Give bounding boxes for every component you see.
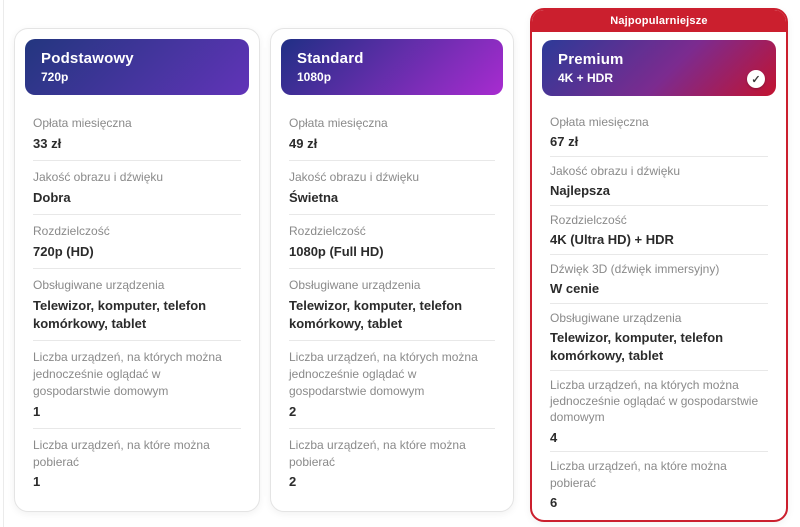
plan-card-podstawowy[interactable]: Podstawowy 720p Opłata miesięczna 33 zł Ja… <box>14 28 260 512</box>
feature-row: Opłata miesięczna 49 zł <box>289 107 495 161</box>
feature-row: Rozdzielczość 720p (HD) <box>33 215 241 269</box>
plan-title: Podstawowy <box>41 50 134 67</box>
plan-subtitle: 1080p <box>297 70 332 84</box>
feature-value: Telewizor, komputer, telefon komórkowy, … <box>550 330 724 363</box>
feature-label: Opłata miesięczna <box>289 116 388 130</box>
feature-row: Obsługiwane urządzenia Telewizor, kompute… <box>289 269 495 342</box>
feature-value: 49 zł <box>289 135 318 151</box>
feature-row: Liczba urządzeń, na które można pobierać… <box>550 452 768 516</box>
feature-label: Opłata miesięczna <box>550 115 649 129</box>
plan-feature-list: Opłata miesięczna 33 zł Jakość obrazu i dź… <box>15 105 259 498</box>
plan-subtitle: 4K + HDR <box>558 71 614 85</box>
feature-row: Rozdzielczość 4K (Ultra HD) + HDR <box>550 206 768 255</box>
feature-value: 6 <box>550 494 558 510</box>
feature-label: Liczba urządzeń, na które można pobierać <box>550 459 727 490</box>
feature-value: Telewizor, komputer, telefon komórkowy, … <box>33 297 207 331</box>
feature-value: 1 <box>33 474 41 490</box>
feature-value: W cenie <box>550 281 600 297</box>
feature-label: Jakość obrazu i dźwięku <box>33 169 164 184</box>
plan-subtitle: 720p <box>41 70 69 84</box>
feature-label: Liczba urządzeń, na które można pobierać <box>289 437 466 469</box>
feature-label: Rozdzielczość <box>33 223 110 238</box>
plan-header-standard[interactable]: Standard 1080p <box>281 39 503 95</box>
feature-label: Jakość obrazu i dźwięku <box>289 169 420 184</box>
feature-value: 4 <box>550 429 558 445</box>
plan-card-standard[interactable]: Standard 1080p Opłata miesięczna 49 zł Jak… <box>270 28 514 512</box>
feature-value: 2 <box>289 403 297 419</box>
feature-value: 720p (HD) <box>33 243 94 259</box>
feature-row: Opłata miesięczna 67 zł <box>550 108 768 157</box>
container-edge-divider <box>3 0 4 527</box>
plan-title: Standard <box>297 50 364 67</box>
feature-value: Telewizor, komputer, telefon komórkowy, … <box>289 297 463 331</box>
feature-row: Liczba urządzeń, na których można jednoc… <box>550 371 768 453</box>
feature-label: Rozdzielczość <box>550 212 627 227</box>
feature-row: Liczba urządzeń, na których można jednoc… <box>289 341 495 429</box>
feature-label: Liczba urządzeń, na których można jednoc… <box>550 377 759 425</box>
feature-row: Jakość obrazu i dźwięku Dobra <box>33 161 241 215</box>
plan-feature-list: Opłata miesięczna 67 zł Jakość obrazu i dź… <box>532 106 786 517</box>
feature-row: Obsługiwane urządzenia Telewizor, kompute… <box>550 304 768 371</box>
feature-value: 2 <box>289 474 297 490</box>
popular-badge: Najpopularniejsze <box>532 10 786 32</box>
feature-label: Opłata miesięczna <box>33 116 132 130</box>
plan-card-premium[interactable]: Najpopularniejsze Premium 4K + HDR ✓ Opł… <box>530 8 788 522</box>
feature-row: Rozdzielczość 1080p (Full HD) <box>289 215 495 269</box>
plan-title: Premium <box>558 51 624 68</box>
plan-header-premium[interactable]: Premium 4K + HDR ✓ <box>542 40 776 96</box>
feature-value: 4K (Ultra HD) + HDR <box>550 232 674 248</box>
feature-value: 1080p (Full HD) <box>289 243 384 259</box>
feature-value: 1 <box>33 403 41 419</box>
feature-label: Liczba urządzeń, na których można jednoc… <box>289 350 478 398</box>
feature-label: Dźwięk 3D (dźwięk immersyjny) <box>550 261 720 276</box>
feature-row: Jakość obrazu i dźwięku Świetna <box>289 161 495 215</box>
feature-row: Obsługiwane urządzenia Telewizor, kompute… <box>33 269 241 342</box>
feature-value: 33 zł <box>33 135 62 151</box>
feature-value: 67 zł <box>550 134 579 150</box>
feature-row: Dźwięk 3D (dźwięk immersyjny) W cenie <box>550 255 768 304</box>
feature-label: Liczba urządzeń, na których można jednoc… <box>33 350 222 398</box>
feature-row: Liczba urządzeń, na które można pobierać… <box>289 429 495 499</box>
plan-feature-list: Opłata miesięczna 49 zł Jakość obrazu i dź… <box>271 105 513 498</box>
feature-row: Opłata miesięczna 33 zł <box>33 107 241 161</box>
feature-row: Liczba urządzeń, na które można pobierać… <box>33 429 241 499</box>
feature-row: Liczba urządzeń, na których można jednoc… <box>33 341 241 429</box>
feature-label: Liczba urządzeń, na które można pobierać <box>33 437 210 469</box>
plan-header-podstawowy[interactable]: Podstawowy 720p <box>25 39 249 95</box>
feature-label: Jakość obrazu i dźwięku <box>550 163 681 178</box>
feature-value: Świetna <box>289 189 339 205</box>
selected-check-icon: ✓ <box>747 70 765 88</box>
feature-row: Jakość obrazu i dźwięku Najlepsza <box>550 157 768 206</box>
check-glyph: ✓ <box>751 73 761 86</box>
feature-label: Obsługiwane urządzenia <box>33 277 165 292</box>
feature-label: Rozdzielczość <box>289 223 366 238</box>
feature-label: Obsługiwane urządzenia <box>289 277 421 292</box>
feature-label: Obsługiwane urządzenia <box>550 310 682 325</box>
feature-value: Dobra <box>33 189 71 205</box>
feature-value: Najlepsza <box>550 183 610 199</box>
